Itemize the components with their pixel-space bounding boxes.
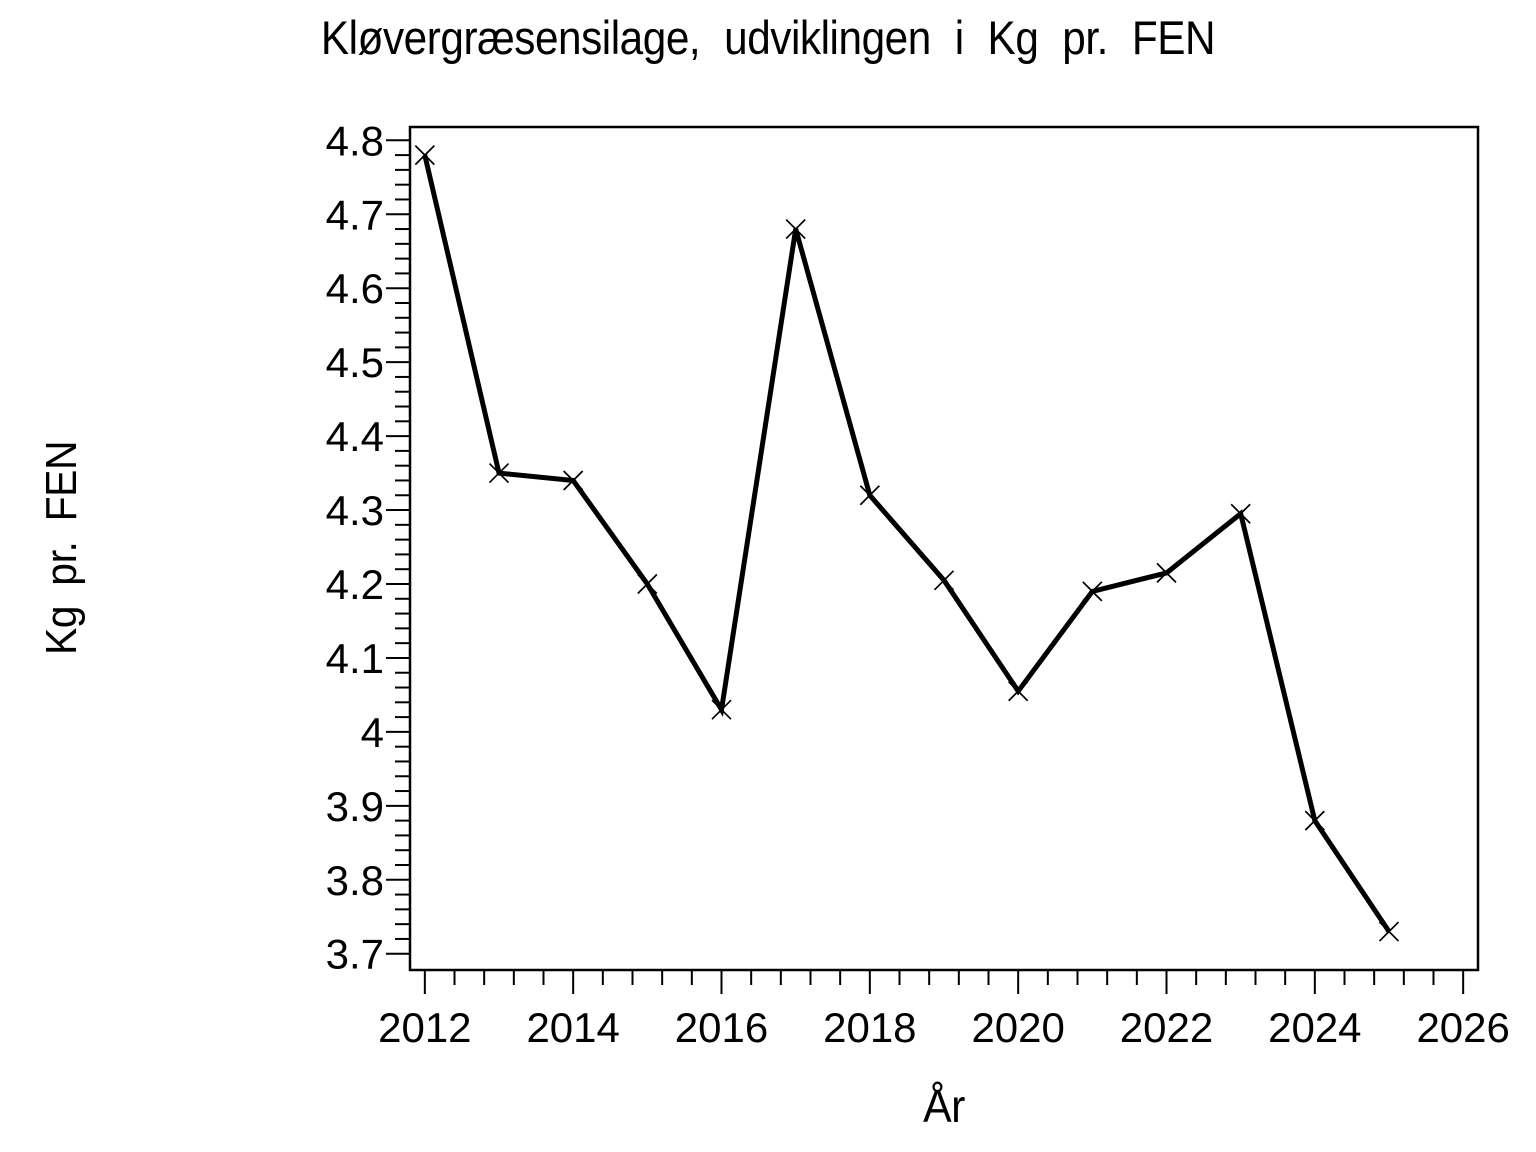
- data-point-marker: [1082, 581, 1103, 602]
- x-tick-label: 2014: [526, 1004, 619, 1051]
- data-point-marker: [933, 570, 955, 591]
- y-tick-label: 3.7: [326, 931, 384, 978]
- x-axis-title: År: [923, 1080, 965, 1132]
- data-point-marker: [1156, 562, 1177, 584]
- y-tick-label: 3.8: [326, 857, 384, 904]
- data-point-marker: [711, 699, 732, 720]
- y-tick-label: 4: [361, 709, 384, 756]
- y-tick-label: 4.4: [326, 413, 384, 460]
- y-tick-label: 3.9: [326, 783, 384, 830]
- x-tick-label: 2020: [971, 1004, 1064, 1051]
- y-tick-label: 4.7: [326, 191, 384, 238]
- data-point-marker: [859, 485, 880, 506]
- data-point-marker: [1378, 921, 1400, 942]
- x-tick-label: 2024: [1268, 1004, 1361, 1051]
- y-tick-label: 4.2: [326, 561, 384, 608]
- x-tick-label: 2026: [1416, 1004, 1509, 1051]
- data-point-marker: [488, 462, 510, 484]
- y-tick-label: 4.8: [326, 117, 384, 164]
- data-point-marker: [637, 573, 658, 595]
- y-tick-label: 4.1: [326, 635, 384, 682]
- y-axis-title: Kg pr. FEN: [37, 440, 86, 656]
- series-line: [422, 154, 1392, 933]
- x-tick-label: 2012: [378, 1004, 471, 1051]
- data-point-marker: [1008, 681, 1029, 702]
- data-point-marker: [563, 470, 584, 491]
- x-tick-label: 2016: [675, 1004, 768, 1051]
- y-tick-label: 4.3: [326, 487, 384, 534]
- x-tick-label: 2018: [823, 1004, 916, 1051]
- data-point-marker: [1304, 810, 1325, 831]
- chart-title: Kløvergræsensilage, udviklingen i Kg pr.…: [320, 11, 1216, 64]
- data-point-marker: [414, 144, 435, 166]
- y-tick-label: 4.6: [326, 265, 384, 312]
- plot-frame: [408, 125, 1480, 972]
- data-point-marker: [1230, 503, 1251, 524]
- y-tick-label: 4.5: [326, 339, 384, 386]
- x-tick-label: 2022: [1120, 1004, 1213, 1051]
- data-point-marker: [785, 218, 806, 240]
